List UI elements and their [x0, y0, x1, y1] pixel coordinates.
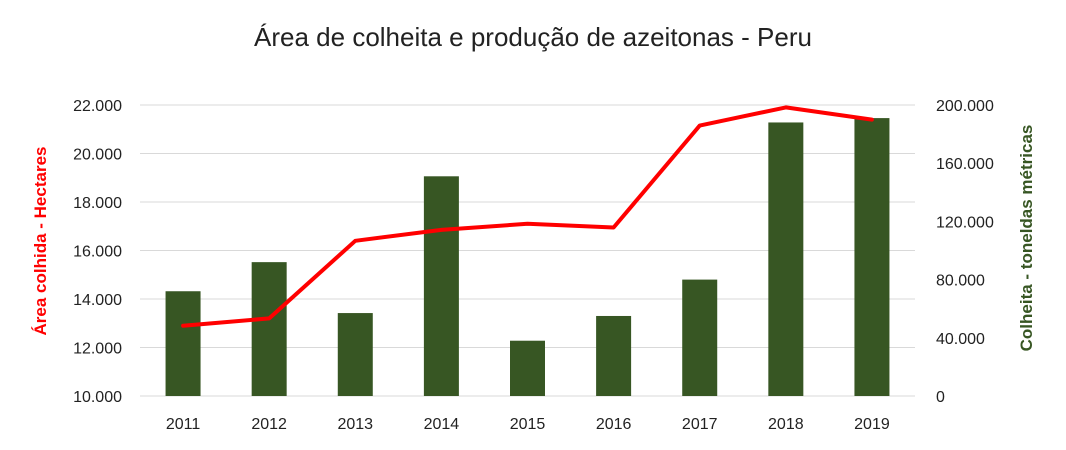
left-tick-label: 10.000 — [73, 389, 122, 406]
right-axis-ticks: 0 40.000 80.000 120.000 160.000 200.000 — [936, 98, 994, 406]
right-tick-label: 200.000 — [936, 98, 994, 115]
left-tick-label: 14.000 — [73, 292, 122, 309]
line-series — [181, 105, 874, 328]
x-tick-label: 2017 — [682, 416, 718, 433]
x-tick-label: 2015 — [510, 416, 546, 433]
x-tick-label: 2018 — [768, 416, 804, 433]
line-path — [181, 105, 874, 328]
left-tick-label: 18.000 — [73, 195, 122, 212]
x-tick-label: 2016 — [596, 416, 632, 433]
bar — [682, 279, 718, 396]
bar-series — [165, 118, 890, 397]
right-tick-label: 160.000 — [936, 156, 994, 173]
x-tick-label: 2019 — [854, 416, 890, 433]
bar — [165, 291, 201, 396]
right-tick-label: 40.000 — [936, 331, 985, 348]
bar — [337, 313, 373, 396]
right-axis-label: Colheita - toneldas métricas — [1017, 125, 1036, 352]
right-tick-label: 0 — [936, 389, 945, 406]
left-axis-ticks: 10.000 12.000 14.000 16.000 18.000 20.000 22.0… — [73, 98, 122, 406]
x-tick-label: 2011 — [166, 416, 201, 433]
x-tick-label: 2012 — [251, 416, 287, 433]
x-tick-label: 2013 — [337, 416, 373, 433]
bar — [423, 176, 459, 396]
bar — [510, 340, 545, 396]
left-tick-label: 12.000 — [73, 341, 122, 358]
left-tick-label: 16.000 — [73, 244, 122, 261]
x-tick-label: 2014 — [424, 416, 460, 433]
left-axis-label: Área colhida - Hectares — [31, 147, 50, 336]
left-tick-label: 20.000 — [73, 147, 122, 164]
left-tick-label: 22.000 — [73, 98, 122, 115]
chart-title: Área de colheita e produção de azeitonas… — [254, 22, 812, 52]
bar — [596, 315, 632, 396]
right-tick-label: 120.000 — [936, 214, 994, 231]
bar — [251, 262, 287, 396]
x-axis-ticks: 2011 2012 2013 2014 2015 2016 2017 2018 2019 — [166, 416, 890, 433]
bar — [854, 118, 890, 396]
right-tick-label: 80.000 — [936, 273, 985, 290]
bar — [768, 122, 804, 397]
